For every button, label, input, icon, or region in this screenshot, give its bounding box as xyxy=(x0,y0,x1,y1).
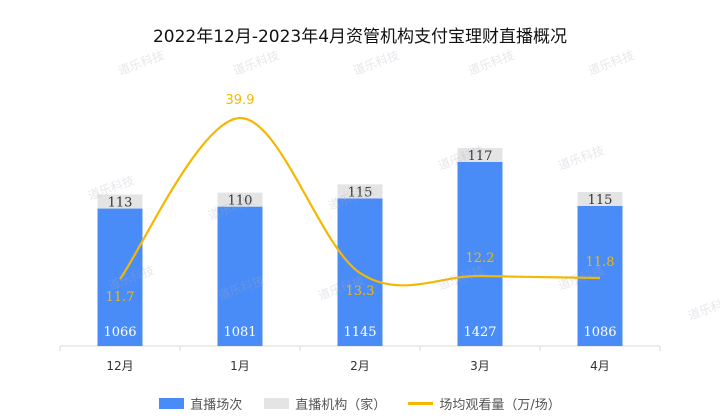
bar-institutions[interactable] xyxy=(97,194,143,209)
bar-sessions[interactable] xyxy=(217,206,263,346)
x-tick-label: 1月 xyxy=(230,359,250,373)
label-avg-views: 39.9 xyxy=(226,93,255,108)
label-sessions: 1427 xyxy=(463,325,496,340)
legend-label-institutions: 直播机构（家） xyxy=(295,398,387,413)
bar-institutions[interactable] xyxy=(337,184,383,199)
legend-swatch-institutions-icon xyxy=(264,398,290,409)
bar-sessions[interactable] xyxy=(457,162,503,346)
bar-institutions[interactable] xyxy=(457,148,503,162)
legend-label-avg-views: 场均观看量（万/场） xyxy=(439,398,561,413)
label-avg-views: 12.2 xyxy=(466,251,495,266)
legend-item-sessions[interactable]: 直播场次 xyxy=(159,394,242,413)
label-institutions: 113 xyxy=(108,196,133,211)
watermark-text: 道乐科技 xyxy=(466,48,516,78)
bar-institutions[interactable] xyxy=(217,192,263,207)
x-tick-label: 12月 xyxy=(106,359,133,373)
label-sessions: 1145 xyxy=(343,325,376,340)
label-institutions: 110 xyxy=(228,194,253,209)
watermark-text: 道乐科技 xyxy=(686,293,720,323)
bar-institutions[interactable] xyxy=(577,191,623,206)
legend-swatch-avg-views-icon xyxy=(408,402,434,405)
label-sessions: 1086 xyxy=(583,325,616,340)
chart-legend: 直播场次 直播机构（家） 场均观看量（万/场） xyxy=(0,394,720,413)
watermark-text: 道乐科技 xyxy=(556,143,606,173)
legend-swatch-sessions-icon xyxy=(159,398,185,409)
label-institutions: 115 xyxy=(348,185,373,200)
watermark-text: 道乐科技 xyxy=(586,48,636,78)
legend-label-sessions: 直播场次 xyxy=(190,398,243,413)
x-tick-label: 3月 xyxy=(470,359,490,373)
label-sessions: 1081 xyxy=(223,325,256,340)
x-tick-label: 4月 xyxy=(590,359,610,373)
watermark-text: 道乐科技 xyxy=(231,48,281,78)
label-institutions: 117 xyxy=(468,149,493,164)
label-avg-views: 11.7 xyxy=(106,290,135,305)
label-sessions: 1066 xyxy=(103,325,136,340)
label-institutions: 115 xyxy=(588,193,613,208)
line-avg-views[interactable] xyxy=(119,116,601,287)
legend-item-avg-views[interactable]: 场均观看量（万/场） xyxy=(408,394,561,413)
watermark-text: 道乐科技 xyxy=(351,48,401,78)
label-avg-views: 11.8 xyxy=(586,255,615,270)
label-avg-views: 13.3 xyxy=(346,284,375,299)
x-tick-label: 2月 xyxy=(350,359,370,373)
watermark-text: 道乐科技 xyxy=(116,48,166,78)
legend-item-institutions[interactable]: 直播机构（家） xyxy=(264,394,386,413)
chart-title: 2022年12月-2023年4月资管机构支付宝理财直播概况 xyxy=(152,27,568,47)
bar-sessions[interactable] xyxy=(577,205,623,346)
